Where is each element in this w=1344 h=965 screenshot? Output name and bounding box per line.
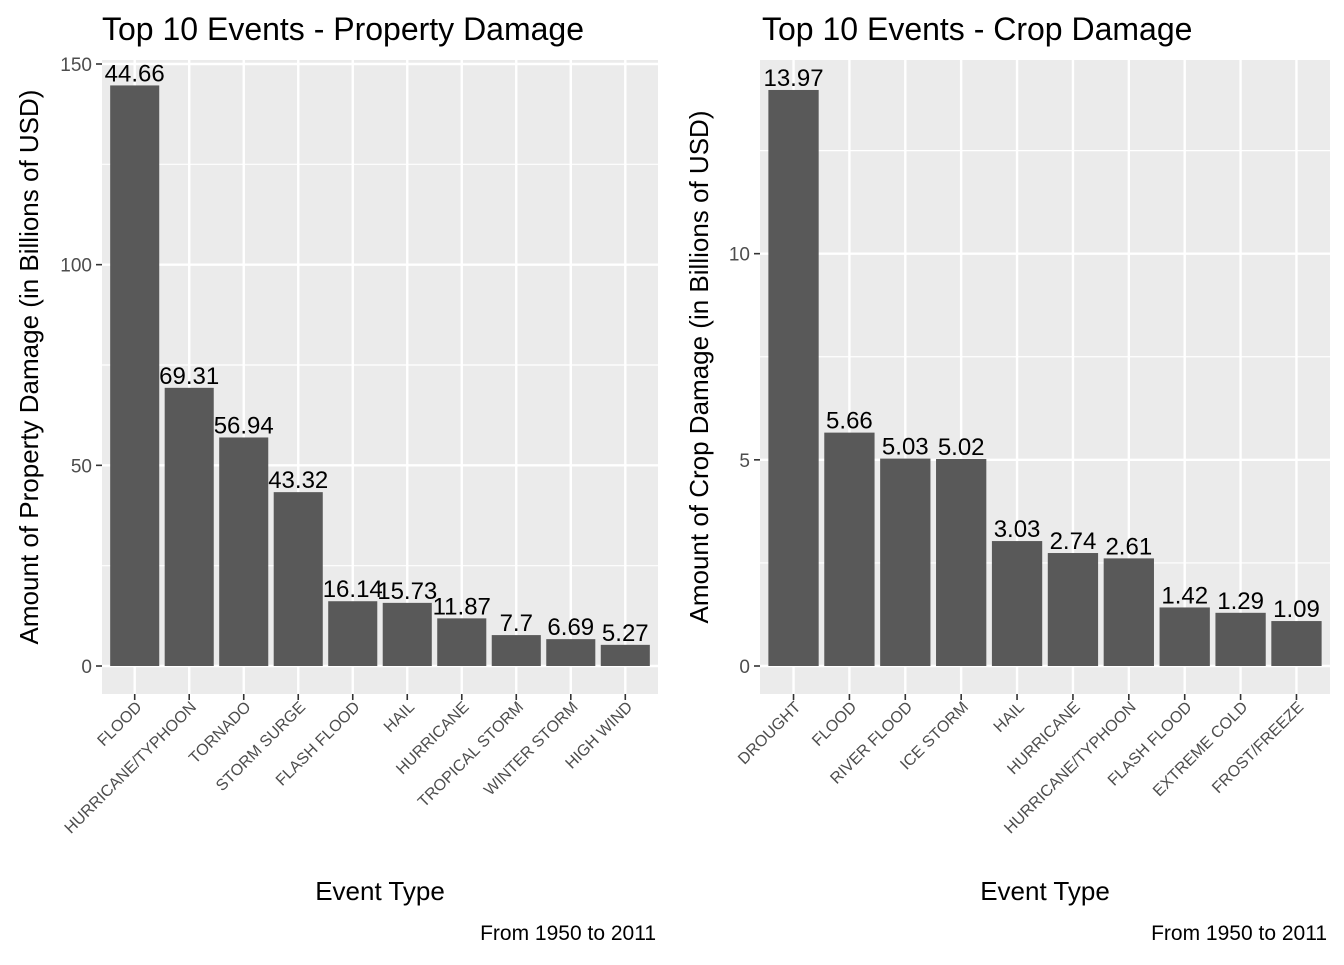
bar-value-label: 43.32 [268, 467, 328, 494]
bar-high-wind [600, 644, 650, 666]
y-tick-label: 150 [60, 55, 92, 76]
bar-value-label: 16.14 [323, 576, 383, 603]
bar-flash-flood [1159, 607, 1210, 666]
bar-flood [824, 432, 875, 666]
bar-hurricane-typhoon [1103, 558, 1154, 666]
bar-value-label: 11.87 [433, 593, 491, 620]
bar-ice-storm [936, 459, 987, 666]
bar-value-label: 6.69 [547, 614, 594, 641]
y-axis-title: Amount of Crop Damage (in Billions of US… [684, 111, 714, 624]
bar-value-label: 5.66 [826, 408, 873, 435]
x-tick-label: WINTER STORM [481, 699, 581, 799]
chart-panel-2: 13.97 5.66 5.03 5.02 3.03 2.74 2.61 1.42 1.29 1.0… [684, 11, 1330, 945]
x-axis-title: Event Type [315, 876, 445, 906]
bar-value-label: 2.61 [1105, 533, 1152, 560]
bar-hurricane [1047, 553, 1099, 666]
bar-hail [382, 602, 432, 666]
bar-value-label: 56.94 [214, 412, 274, 439]
bar-value-label: 1.29 [1217, 588, 1264, 615]
bar-value-label: 5.03 [882, 434, 929, 461]
y-tick-label: 0 [81, 657, 92, 678]
x-tick-label: HAIL [381, 699, 418, 736]
bar-value-label: 7.7 [500, 610, 533, 637]
chart-caption: From 1950 to 2011 [480, 922, 656, 945]
bar-hurricane [437, 618, 487, 666]
bar-frost-freeze [1271, 621, 1322, 666]
chart-title: Top 10 Events - Crop Damage [762, 11, 1192, 47]
y-tick-label: 50 [71, 456, 92, 477]
x-tick-label: EXTREME COLD [1150, 699, 1251, 800]
y-tick-label: 10 [729, 245, 750, 266]
y-axis-title: Amount of Property Damage (in Billions o… [14, 90, 44, 645]
y-tick-label: 100 [60, 256, 92, 277]
chart-title: Top 10 Events - Property Damage [102, 11, 584, 47]
x-tick-label: DROUGHT [735, 699, 804, 768]
y-tick-label: 5 [739, 451, 750, 472]
bar-winter-storm [546, 639, 596, 666]
x-tick-label: TROPICAL STORM [415, 699, 527, 811]
bar-flash-flood [328, 601, 378, 666]
bar-hurricane-typhoon [164, 387, 214, 666]
bar-flood [110, 85, 160, 666]
bar-value-label: 2.74 [1050, 528, 1097, 555]
x-tick-label: FLOOD [809, 699, 860, 750]
bar-drought [768, 89, 819, 667]
bar-value-label: 44.66 [105, 60, 165, 87]
bar-value-label: 5.27 [602, 620, 649, 647]
bar-storm-surge [273, 492, 323, 666]
bar-value-label: 69.31 [159, 363, 219, 390]
bar-value-label: 1.42 [1161, 582, 1208, 609]
bar-extreme-cold [1215, 612, 1266, 666]
bar-value-label: 15.73 [377, 578, 437, 605]
chart-caption: From 1950 to 2011 [1151, 922, 1327, 945]
bar-value-label: 5.02 [938, 434, 985, 461]
x-tick-label: HAIL [991, 699, 1028, 736]
bar-value-label: 13.97 [763, 65, 823, 92]
bar-value-label: 1.09 [1273, 596, 1320, 623]
bar-river-flood [880, 458, 931, 666]
bar-tropical-storm [491, 635, 541, 666]
x-tick-label: FLOOD [95, 699, 146, 750]
x-axis-title: Event Type [980, 876, 1110, 906]
bar-hail [991, 541, 1043, 666]
y-tick-label: 0 [739, 657, 750, 678]
bar-value-label: 3.03 [994, 516, 1041, 543]
bar-tornado [219, 437, 269, 666]
